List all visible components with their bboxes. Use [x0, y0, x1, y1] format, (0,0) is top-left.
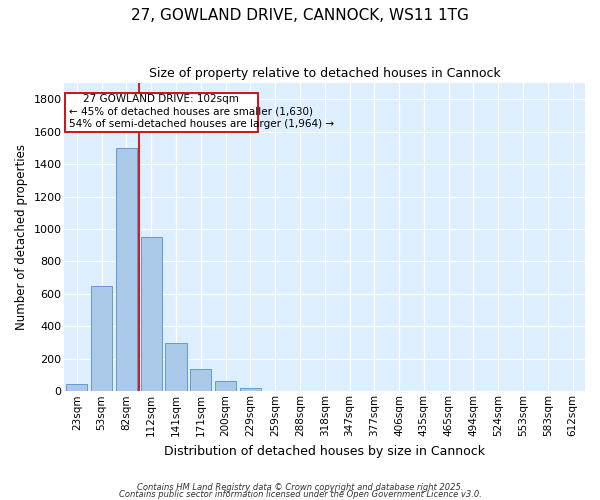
Bar [240, 388, 261, 392]
Bar [140, 237, 162, 392]
Bar [65, 93, 258, 132]
X-axis label: Distribution of detached houses by size in Cannock: Distribution of detached houses by size … [164, 444, 485, 458]
Y-axis label: Number of detached properties: Number of detached properties [15, 144, 28, 330]
Text: Contains HM Land Registry data © Crown copyright and database right 2025.: Contains HM Land Registry data © Crown c… [137, 484, 463, 492]
Bar [67, 384, 88, 392]
Bar [215, 380, 236, 392]
Text: 54% of semi-detached houses are larger (1,964) →: 54% of semi-detached houses are larger (… [70, 119, 335, 129]
Bar [116, 148, 137, 392]
Text: 27, GOWLAND DRIVE, CANNOCK, WS11 1TG: 27, GOWLAND DRIVE, CANNOCK, WS11 1TG [131, 8, 469, 22]
Text: 27 GOWLAND DRIVE: 102sqm: 27 GOWLAND DRIVE: 102sqm [83, 94, 239, 104]
Title: Size of property relative to detached houses in Cannock: Size of property relative to detached ho… [149, 68, 500, 80]
Bar [190, 370, 211, 392]
Bar [91, 286, 112, 392]
Text: Contains public sector information licensed under the Open Government Licence v3: Contains public sector information licen… [119, 490, 481, 499]
Bar [166, 342, 187, 392]
Text: ← 45% of detached houses are smaller (1,630): ← 45% of detached houses are smaller (1,… [70, 106, 313, 117]
